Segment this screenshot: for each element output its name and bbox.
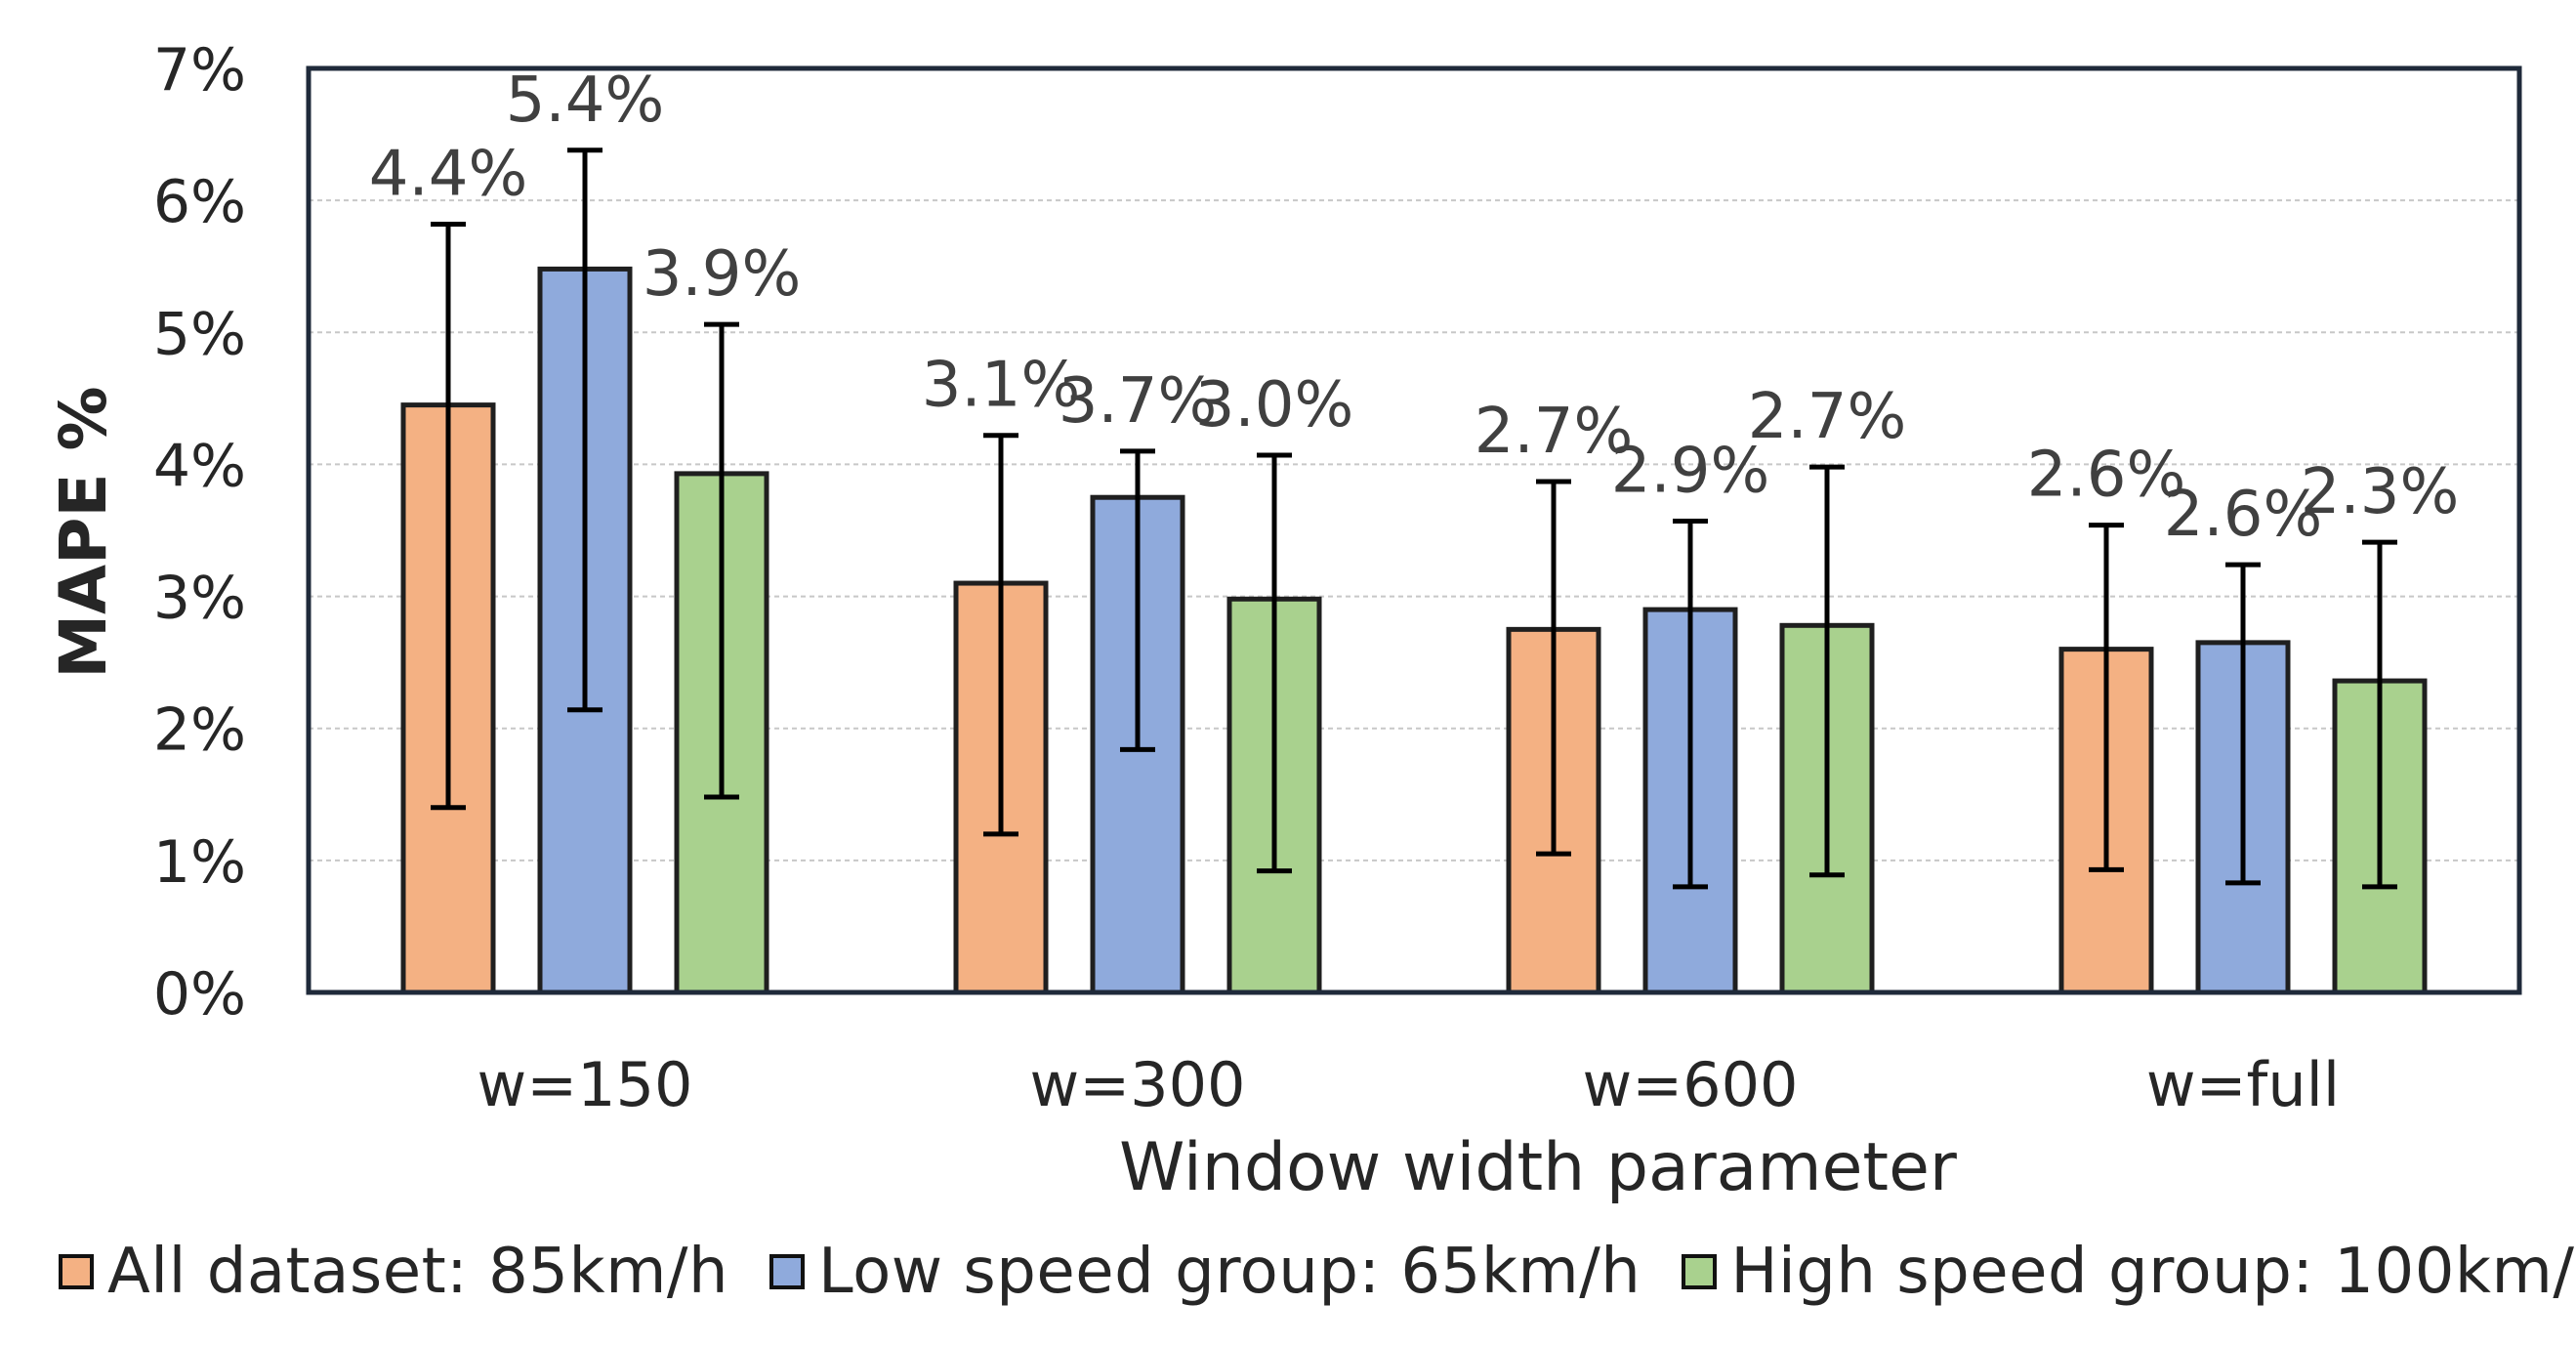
data-label-all-dataset: 4.4% [369, 138, 528, 210]
y-axis-title: MAPE % [46, 386, 121, 678]
legend-item-high-speed: High speed group: 100km/h [1682, 1236, 2576, 1308]
data-label-low-speed: 3.7% [1059, 365, 1218, 438]
x-tick-label: w=150 [478, 1049, 693, 1120]
data-label-high-speed: 2.3% [2301, 456, 2460, 528]
data-label-high-speed: 2.7% [1748, 381, 1907, 453]
x-axis-title: Window width parameter [1119, 1129, 1957, 1206]
y-tick-label: 1% [153, 828, 246, 897]
data-label-all-dataset: 2.7% [1475, 396, 1634, 468]
legend-label-all-dataset: All dataset: 85km/h [107, 1236, 729, 1308]
legend-swatch-high-speed [1682, 1254, 1718, 1289]
legend-swatch-low-speed [769, 1254, 806, 1289]
x-tick-label: w=600 [1583, 1049, 1799, 1120]
data-label-low-speed: 5.4% [506, 64, 665, 137]
legend-swatch-all-dataset [59, 1254, 94, 1289]
legend-item-all-dataset: All dataset: 85km/h [59, 1236, 728, 1308]
x-tick-label: w=full [2146, 1049, 2340, 1120]
y-tick-label: 0% [153, 960, 246, 1029]
plot-frame [306, 65, 2522, 995]
y-tick-label: 2% [153, 696, 246, 765]
y-tick-label: 7% [153, 36, 246, 105]
y-tick-label: 4% [153, 432, 246, 500]
x-tick-label: w=300 [1030, 1049, 1246, 1120]
legend-label-high-speed: High speed group: 100km/h [1730, 1236, 2576, 1308]
data-label-high-speed: 3.0% [1195, 369, 1354, 442]
y-tick-label: 3% [153, 565, 246, 633]
data-label-low-speed: 2.9% [1611, 436, 1770, 508]
y-tick-label: 5% [153, 300, 246, 368]
data-label-high-speed: 3.9% [643, 238, 802, 311]
legend: All dataset: 85km/h Low speed group: 65k… [59, 1236, 2576, 1308]
legend-label-low-speed: Low speed group: 65km/h [818, 1236, 1641, 1308]
legend-item-low-speed: Low speed group: 65km/h [769, 1236, 1641, 1308]
data-label-low-speed: 2.6% [2164, 479, 2323, 551]
data-label-all-dataset: 2.6% [2027, 440, 2186, 512]
data-label-all-dataset: 3.1% [922, 350, 1081, 422]
y-tick-label: 6% [153, 168, 246, 236]
